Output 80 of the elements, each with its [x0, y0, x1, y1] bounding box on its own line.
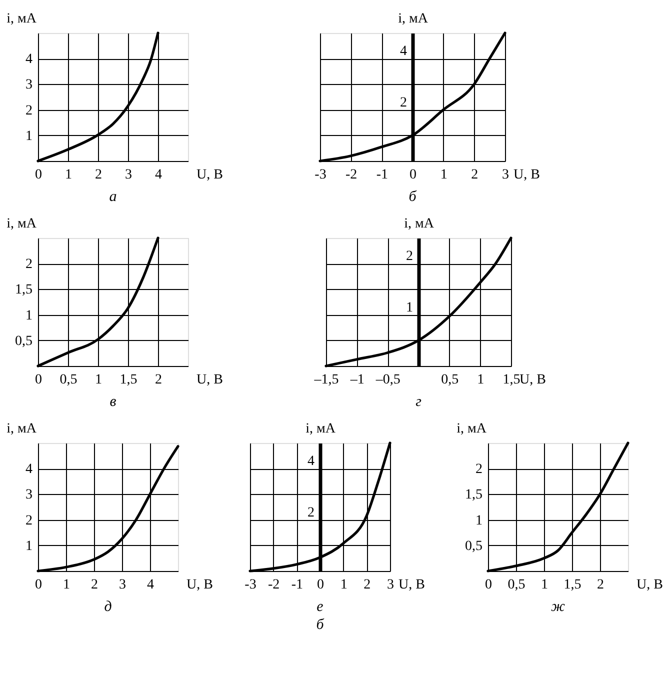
- y-tick-label: 4: [26, 52, 32, 68]
- x-axis-title: U, В: [520, 372, 546, 388]
- text: г: [416, 394, 422, 410]
- text: б: [408, 189, 417, 205]
- x-tick-label: -2: [345, 168, 358, 182]
- y-tick-label: 2: [26, 513, 32, 528]
- text: в: [110, 394, 117, 410]
- text: а: [109, 189, 117, 205]
- x-tick-label: 1: [340, 578, 348, 592]
- y-axis-title: i, мА: [6, 12, 38, 26]
- x-axis-title: U, В: [398, 578, 425, 592]
- x-tick-label: 1: [63, 578, 70, 592]
- x-tick-label: 2: [155, 372, 162, 388]
- x-tick-label: 4: [147, 578, 154, 592]
- x-axis-title: U, В: [514, 168, 540, 182]
- y-tick-label: 1,5: [15, 282, 32, 298]
- x-tick-label: 0: [35, 578, 42, 592]
- y-tick-label: 2: [26, 103, 32, 118]
- y-tick-label: 1: [406, 300, 413, 316]
- y-tick-label: 2: [26, 257, 32, 272]
- x-tick-label: 1,5: [502, 372, 520, 388]
- x-tick-label: 1: [440, 168, 448, 182]
- y-axis-title: i, мА: [398, 12, 429, 26]
- x-tick-label: 1: [95, 372, 102, 388]
- y-tick-label: 1: [26, 128, 32, 144]
- x-tick-label: 1: [541, 578, 548, 592]
- x-tick-label: 2: [597, 578, 604, 592]
- x-tick-label: 0,5: [441, 372, 459, 388]
- x-tick-label: 2: [364, 578, 371, 592]
- y-tick-label: 1: [476, 513, 482, 528]
- x-axis-title: U, В: [196, 372, 223, 388]
- x-tick-label: 3: [387, 578, 394, 592]
- text: д: [104, 599, 112, 615]
- y-tick-label: 2: [406, 249, 413, 264]
- y-axis-title: i, мА: [456, 422, 488, 436]
- x-tick-label: 2: [95, 168, 102, 182]
- x-axis-title: U, В: [636, 578, 663, 592]
- x-axis-title: U, В: [186, 578, 213, 592]
- x-tick-label: -1: [376, 168, 388, 182]
- y-tick-label: 4: [400, 44, 407, 60]
- y-tick-label: 0,5: [465, 538, 482, 554]
- y-tick-label: 2: [400, 95, 407, 110]
- x-tick-label: –0,5: [374, 372, 400, 388]
- x-tick-label: 0: [485, 578, 492, 592]
- x-tick-label: 2: [91, 578, 98, 592]
- x-tick-label: 0,5: [508, 578, 526, 592]
- y-tick-label: 4: [26, 462, 32, 478]
- x-tick-label: 0: [35, 168, 42, 182]
- y-tick-label: 3: [26, 78, 32, 93]
- x-tick-label: 4: [155, 168, 162, 182]
- y-tick-label: 1,5: [465, 488, 482, 503]
- y-axis-title: i, мА: [6, 216, 38, 232]
- x-tick-label: -2: [268, 578, 280, 592]
- text: е: [316, 599, 324, 615]
- x-tick-label: -1: [291, 578, 304, 592]
- x-tick-label: 0,5: [60, 372, 78, 388]
- x-tick-label: 3: [502, 168, 509, 182]
- x-tick-label: 1: [65, 168, 72, 182]
- text: ж: [551, 599, 566, 615]
- y-axis-title: i, мА: [6, 422, 38, 436]
- x-axis-title: U, В: [196, 168, 223, 182]
- x-tick-label: 3: [119, 578, 126, 592]
- y-tick-label: 3: [26, 488, 32, 503]
- y-tick-label: 0,5: [15, 334, 32, 349]
- y-axis-title: i, мА: [306, 422, 336, 436]
- y-tick-label: 1: [26, 308, 32, 324]
- x-tick-label: 0: [317, 578, 324, 592]
- x-tick-label: -3: [244, 578, 256, 592]
- x-tick-label: 3: [125, 168, 132, 182]
- x-tick-label: –1,5: [313, 372, 339, 388]
- text: б: [316, 617, 324, 633]
- x-tick-label: 1,5: [120, 372, 138, 388]
- x-tick-label: 0: [410, 168, 416, 182]
- y-tick-label: 1: [26, 538, 32, 554]
- x-tick-label: 0: [35, 372, 42, 388]
- y-axis-title: i, мА: [404, 216, 435, 232]
- x-tick-label: –1: [349, 372, 364, 388]
- y-tick-label: 2: [476, 462, 482, 478]
- x-tick-label: -3: [314, 168, 326, 182]
- x-tick-label: 1,5: [564, 578, 582, 592]
